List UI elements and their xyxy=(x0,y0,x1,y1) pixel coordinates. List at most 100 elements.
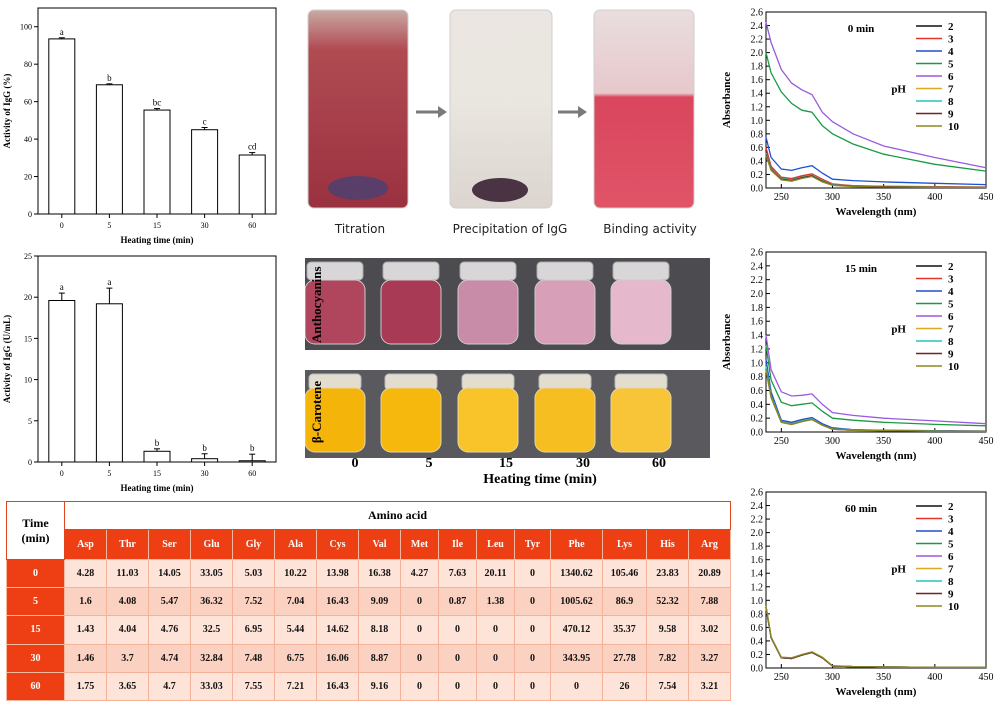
table-row: 60 1.75 3.65 4.7 33.03 7.55 7.21 16.43 9.16 0 0 0 0 0… xyxy=(6,671,732,702)
table-cell: 7.55 xyxy=(232,671,275,702)
column-header-phe: Phe xyxy=(550,529,603,560)
x-tick-label: 450 xyxy=(979,436,994,447)
x-tick-label: 30 xyxy=(201,469,209,478)
y-tick-label: 0.2 xyxy=(751,170,764,181)
tube-binding xyxy=(594,10,694,208)
table-cell: 7.63 xyxy=(438,558,477,589)
y-axis-label: Absorbance xyxy=(721,314,733,370)
table-cell: 5.03 xyxy=(232,558,275,589)
bar-5 xyxy=(95,84,123,215)
series-line-ph-9 xyxy=(765,153,987,188)
vial-cap xyxy=(382,261,440,281)
table-cell: 9.58 xyxy=(646,615,689,645)
series-line-ph-10 xyxy=(765,605,986,668)
anthocyanin-vial-0 xyxy=(305,279,366,345)
legend-label: 9 xyxy=(948,109,954,121)
x-tick-label: 60 xyxy=(248,469,256,478)
bar-chart-activity-uml: 0 5 10 15 20 25 a 0 a 5 b 15 b 30 b 60 Heating time (min… xyxy=(2,252,277,493)
table-cell: 0 xyxy=(476,671,515,702)
table-cell: 3.21 xyxy=(687,671,732,702)
vials-illustration xyxy=(305,258,710,458)
y-tick-label: 0.0 xyxy=(751,428,764,439)
column-header-leu: Leu xyxy=(476,529,515,560)
series-line-ph-10 xyxy=(765,155,986,188)
amino-acid-group-header: Amino acid xyxy=(63,501,732,530)
amino-acid-table: Time (min) Amino acid Asp Thr Ser Glu Gly Ala Cy… xyxy=(6,501,732,702)
column-header-cys: Cys xyxy=(316,529,359,560)
table-cell: 0 xyxy=(514,643,551,673)
column-header-ser: Ser xyxy=(148,529,191,560)
y-tick-label: 2.6 xyxy=(751,488,764,499)
carotene-vial-15 xyxy=(457,387,519,453)
table-row: 15 1.43 4.04 4.76 32.5 6.95 5.44 14.62 8.18 0 0 0 0 4… xyxy=(6,615,732,645)
x-tick-label: 15 xyxy=(153,221,161,230)
carotene-label: β-Carotene xyxy=(309,380,324,444)
legend-label: 2 xyxy=(948,501,954,513)
y-tick-label: 0.6 xyxy=(751,386,764,397)
legend-label: 2 xyxy=(948,261,954,273)
legend-label: 8 xyxy=(948,96,954,108)
table-cell: 23.83 xyxy=(646,558,689,589)
legend-label: 4 xyxy=(948,46,954,58)
anthocyanin-vial-5 xyxy=(380,279,442,345)
row-time: 60 xyxy=(6,671,65,702)
table-cell: 16.43 xyxy=(316,587,359,617)
significance-letter: a xyxy=(60,27,64,37)
absorbance-chart-0min: 0.0 0.2 0.4 0.6 0.8 1.0 1.2 1.4 1.6 1.8 2.0 2.2 2.4 2… xyxy=(721,8,994,219)
column-header-tyr: Tyr xyxy=(514,529,551,560)
x-tick-label: 5 xyxy=(107,221,111,230)
x-tick-label: 450 xyxy=(979,672,994,683)
y-tick-label: 40 xyxy=(24,135,32,144)
y-tick-label: 0.8 xyxy=(751,609,764,620)
y-tick-label: 2.0 xyxy=(751,48,764,59)
table-cell: 1.46 xyxy=(64,643,107,673)
table-cell: 26 xyxy=(602,671,647,702)
y-tick-label: 1.2 xyxy=(751,582,764,593)
legend-label: 6 xyxy=(948,551,954,563)
table-cell: 1.75 xyxy=(64,671,107,702)
table-cell: 5.44 xyxy=(274,615,317,645)
table-cell: 0 xyxy=(438,643,477,673)
table-cell: 36.32 xyxy=(190,587,233,617)
legend-label: 8 xyxy=(948,576,954,588)
table-cell: 1005.62 xyxy=(550,587,603,617)
table-cell: 33.05 xyxy=(190,558,233,589)
legend-title: pH xyxy=(891,324,906,336)
vial-cap xyxy=(459,261,517,281)
bar-chart-activity-percent: 0 20 40 60 80 100 a 0 b 5 bc 15 c 30 cd 60 Heating time … xyxy=(2,7,277,245)
legend-label: 4 xyxy=(948,526,954,538)
series-line-ph-5 xyxy=(765,345,987,427)
y-tick-label: 0.0 xyxy=(751,184,764,195)
x-tick-label: 5 xyxy=(107,469,111,478)
table-cell: 7.82 xyxy=(646,643,689,673)
x-tick-label: 250 xyxy=(774,672,789,683)
carotene-vial-5 xyxy=(380,387,442,453)
significance-letter: b xyxy=(250,443,255,453)
series-line-ph-2 xyxy=(765,606,986,668)
table-cell: 35.37 xyxy=(602,615,647,645)
table-cell: 52.32 xyxy=(646,587,689,617)
table-cell: 7.48 xyxy=(232,643,275,673)
table-cell: 3.7 xyxy=(106,643,149,673)
tubes-illustration xyxy=(305,8,711,218)
series-line-ph-10 xyxy=(765,369,987,432)
table-cell: 5.47 xyxy=(148,587,191,617)
table-cell: 14.62 xyxy=(316,615,359,645)
significance-letter: c xyxy=(203,116,207,126)
table-cell: 1.6 xyxy=(64,587,107,617)
x-tick-label: 250 xyxy=(774,192,789,203)
bar-0 xyxy=(48,38,76,215)
y-tick-label: 0.6 xyxy=(751,143,764,154)
table-cell: 7.54 xyxy=(646,671,689,702)
table-row: 30 1.46 3.7 4.74 32.84 7.48 6.75 16.06 8.87 0 0 0 0 3… xyxy=(6,643,732,673)
series-line-ph-4 xyxy=(765,137,987,186)
y-tick-label: 1.6 xyxy=(751,555,764,566)
y-tick-label: 2.0 xyxy=(751,528,764,539)
plot-frame xyxy=(765,491,987,669)
significance-letter: b xyxy=(107,73,112,83)
table-cell: 3.65 xyxy=(106,671,149,702)
x-tick-label: 400 xyxy=(927,436,942,447)
legend-title: pH xyxy=(891,84,906,96)
bar-60 xyxy=(238,154,266,215)
tube-precipitation xyxy=(450,10,552,208)
